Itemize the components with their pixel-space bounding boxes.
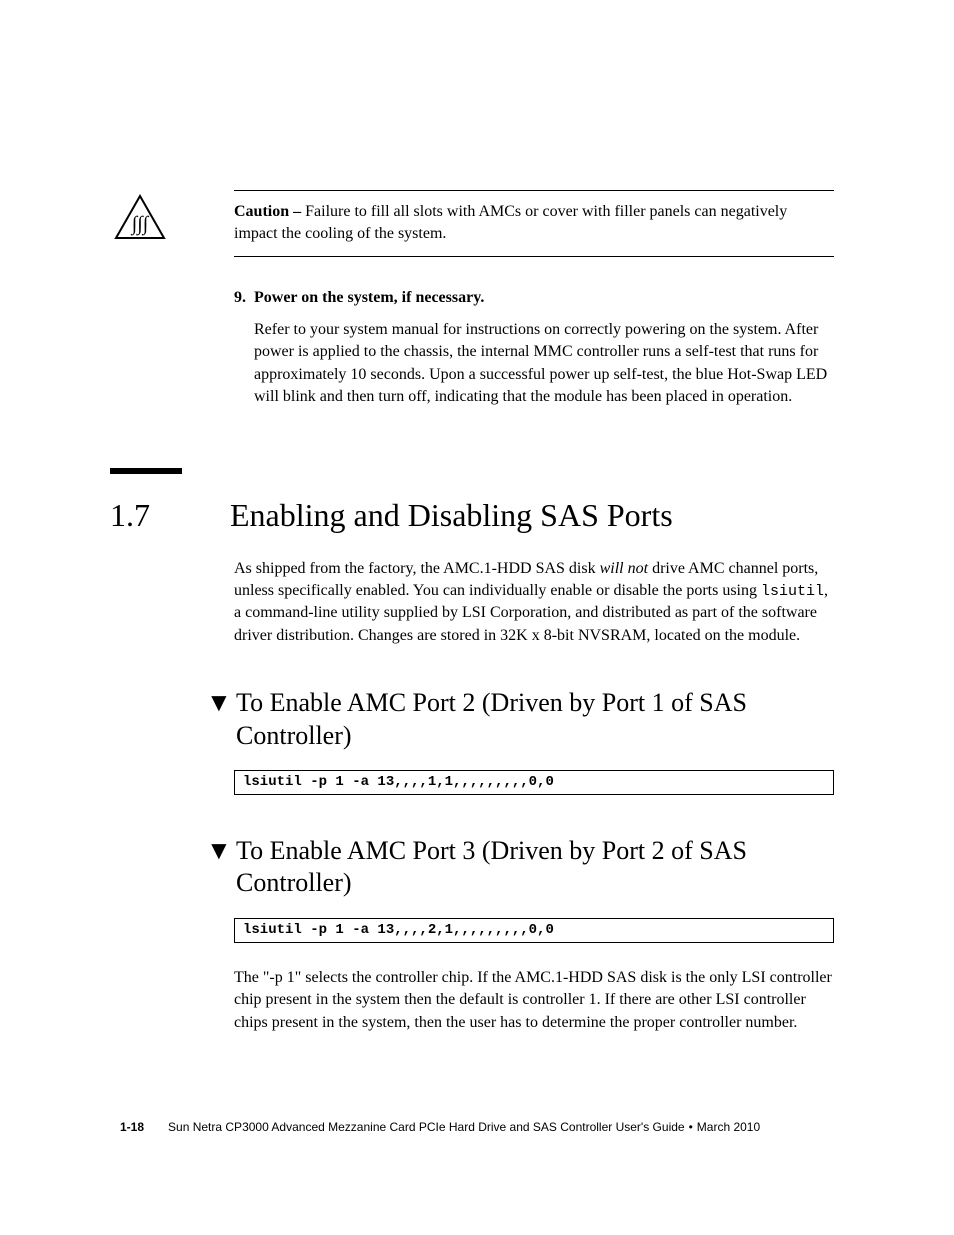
subsection-heading: ▼ To Enable AMC Port 2 (Driven by Port 1… [206,687,834,752]
section-title: Enabling and Disabling SAS Ports [230,494,673,537]
intro-italic: will not [600,560,648,577]
intro-code: lsiutil [761,583,824,600]
page-footer: 1-18 Sun Netra CP3000 Advanced Mezzanine… [120,1119,834,1135]
rule [234,256,834,257]
footer-pagenum: 1-18 [120,1119,144,1135]
step-number: 9. [234,287,254,309]
svg-text:∫∫∫: ∫∫∫ [130,213,150,236]
subsection-heading: ▼ To Enable AMC Port 3 (Driven by Port 2… [206,835,834,900]
triangle-down-icon: ▼ [206,835,236,900]
paragraph: The "-p 1" selects the controller chip. … [234,967,834,1034]
page: ∫∫∫ Caution – Failure to fill all slots … [0,0,954,1235]
subsection-title: To Enable AMC Port 2 (Driven by Port 1 o… [236,687,834,752]
section-number: 1.7 [110,494,230,537]
code-block: lsiutil -p 1 -a 13,,,,2,1,,,,,,,,,0,0 [234,918,834,943]
subsection-title: To Enable AMC Port 3 (Driven by Port 2 o… [236,835,834,900]
triangle-down-icon: ▼ [206,687,236,752]
subsection-port2: ▼ To Enable AMC Port 2 (Driven by Port 1… [206,687,834,795]
section-heading: 1.7 Enabling and Disabling SAS Ports [110,494,834,537]
footer-date: March 2010 [697,1119,760,1135]
caution-icon: ∫∫∫ [114,194,174,247]
subsection-port3: ▼ To Enable AMC Port 3 (Driven by Port 2… [206,835,834,943]
step-body: Refer to your system manual for instruct… [254,319,834,409]
intro-text: As shipped from the factory, the AMC.1-H… [234,560,600,577]
caution-text-block: Caution – Failure to fill all slots with… [234,190,834,257]
step-block: 9. Power on the system, if necessary. Re… [234,287,834,408]
section-bar [110,468,182,474]
caution-text: Caution – Failure to fill all slots with… [234,201,834,244]
caution-label: Caution – [234,203,301,220]
step-title: Power on the system, if necessary. [254,287,484,309]
code-block: lsiutil -p 1 -a 13,,,,1,1,,,,,,,,,0,0 [234,770,834,795]
caution-body: Failure to fill all slots with AMCs or c… [234,203,787,242]
caution-block: ∫∫∫ Caution – Failure to fill all slots … [120,190,834,257]
section-intro: As shipped from the factory, the AMC.1-H… [234,558,834,648]
rule [234,190,834,191]
step-heading: 9. Power on the system, if necessary. [234,287,834,309]
footer-title: Sun Netra CP3000 Advanced Mezzanine Card… [168,1119,685,1135]
footer-separator: • [689,1119,693,1135]
